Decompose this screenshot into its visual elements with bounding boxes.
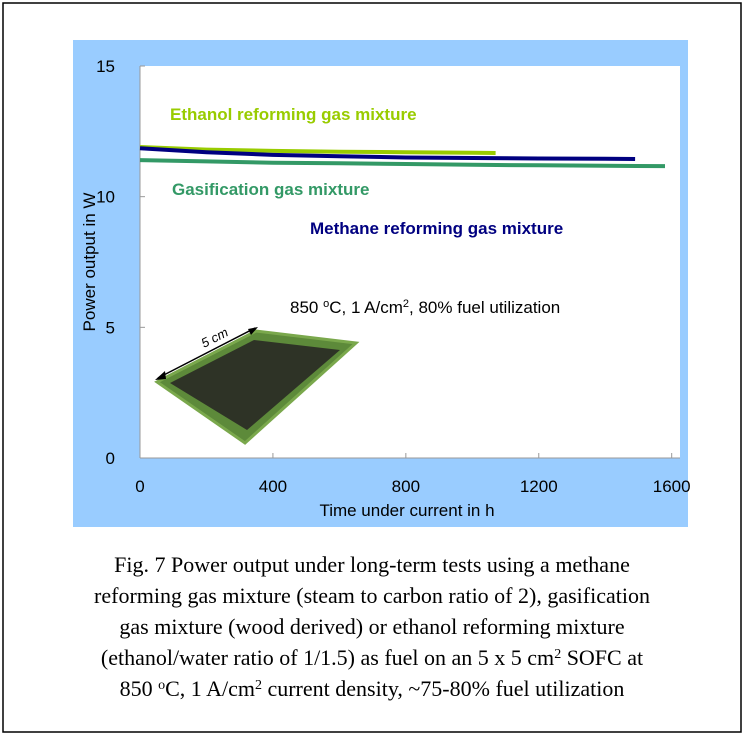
series-line	[139, 145, 496, 155]
x-tick-label: 0	[135, 477, 144, 496]
text-segment: SOFC at	[561, 645, 643, 670]
series-label: Methane reforming gas mixture	[310, 219, 563, 238]
y-axis-label: Power output in W	[80, 193, 99, 332]
y-tick-label: 5	[106, 318, 115, 337]
superscript: o	[323, 298, 329, 310]
series-line	[139, 158, 666, 169]
text-segment: , 80% fuel utilization	[409, 298, 560, 317]
y-tick-label: 0	[106, 449, 115, 468]
caption-line: reforming gas mixture (steam to carbon r…	[94, 583, 650, 608]
text-segment: reforming gas mixture (steam to carbon r…	[94, 583, 650, 608]
caption-line: 850 oC, 1 A/cm2 current density, ~75-80%…	[120, 676, 625, 701]
y-tick-label: 15	[96, 57, 115, 76]
annotation: 850 oC, 1 A/cm2, 80% fuel utilization	[290, 298, 560, 317]
superscript: 2	[255, 678, 262, 693]
caption-line: Fig. 7 Power output under long-term test…	[114, 552, 630, 577]
superscript: o	[158, 678, 165, 693]
cell-inset	[154, 327, 360, 445]
caption-line: gas mixture (wood derived) or ethanol re…	[119, 614, 624, 639]
text-segment: 850	[290, 298, 323, 317]
text-segment: gas mixture (wood derived) or ethanol re…	[119, 614, 624, 639]
text-segment: C, 1 A/cm	[329, 298, 403, 317]
text-segment: 850	[120, 676, 159, 701]
x-tick-label: 800	[392, 477, 420, 496]
x-tick-label: 400	[259, 477, 287, 496]
x-axis-label: Time under current in h	[319, 501, 494, 520]
series-line	[139, 146, 636, 161]
text-segment: (ethanol/water ratio of 1/1.5) as fuel o…	[101, 645, 554, 670]
x-tick-label: 1600	[653, 477, 691, 496]
series-label: Ethanol reforming gas mixture	[170, 105, 417, 124]
caption-line: (ethanol/water ratio of 1/1.5) as fuel o…	[101, 645, 643, 670]
text-segment: current density, ~75-80% fuel utilizatio…	[262, 676, 624, 701]
text-segment: C, 1 A/cm	[165, 676, 255, 701]
x-tick-label: 1200	[520, 477, 558, 496]
text-segment: Fig. 7 Power output under long-term test…	[114, 552, 630, 577]
y-tick-label: 10	[96, 188, 115, 207]
superscript: 2	[403, 298, 409, 310]
series-label: Gasification gas mixture	[172, 180, 369, 199]
superscript: 2	[554, 647, 561, 662]
